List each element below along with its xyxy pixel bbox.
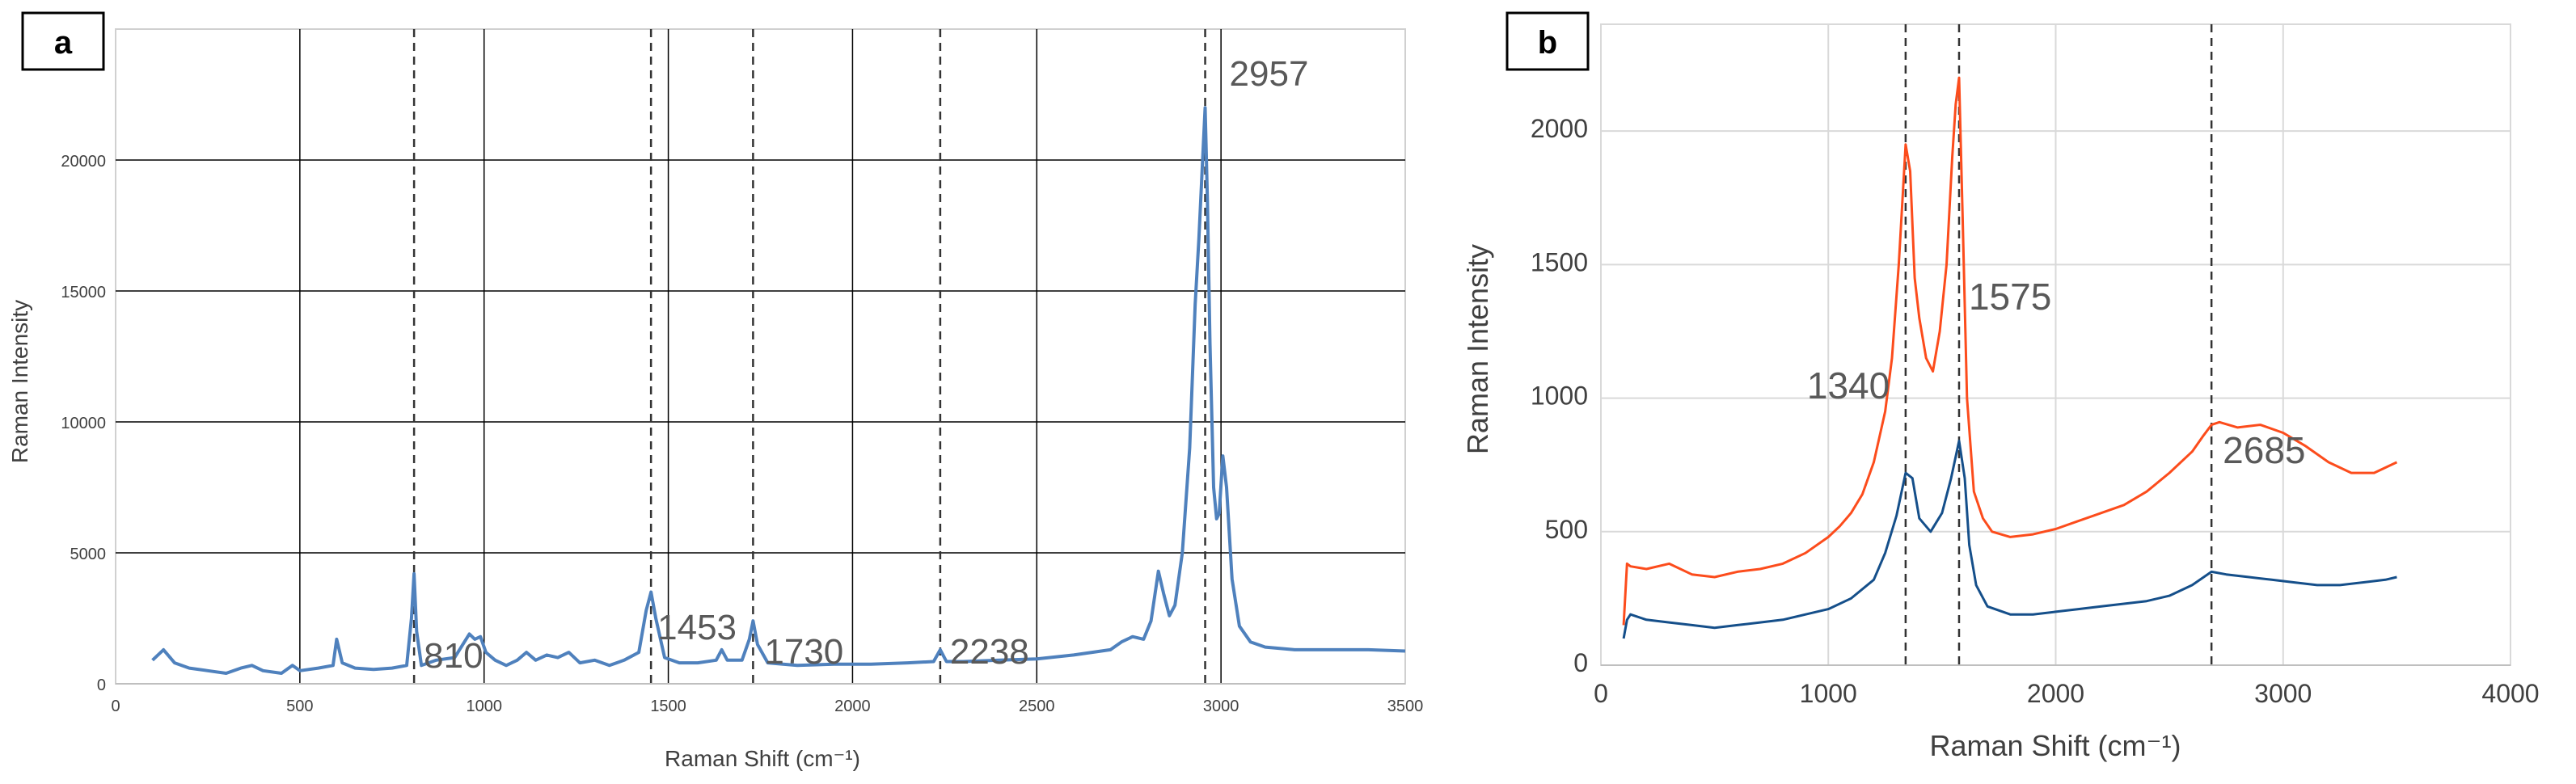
x-tick-label: 3500 (1387, 698, 1424, 715)
y-tick-label: 5000 (70, 546, 107, 563)
x-tick-label: 3000 (2254, 679, 2312, 708)
series-line (1622, 76, 2398, 626)
panel-a-tick-labels: 0 5000 10000 15000 20000 0 500 1000 1500 2000 2500… (61, 153, 1423, 715)
x-tick-label: 1500 (650, 698, 686, 715)
peak-annotation: 2238 (950, 632, 1029, 672)
peak-annotation: 1453 (657, 608, 737, 647)
panel-b-grid (1600, 23, 2511, 666)
x-tick-label: 1000 (1800, 679, 1857, 708)
series-line (151, 106, 1406, 675)
y-tick-label: 1500 (1531, 247, 1588, 276)
panel-a-peak-lines (412, 29, 1206, 684)
panel-a-label: a (54, 25, 73, 61)
peak-annotation: 2685 (2223, 429, 2305, 471)
x-tick-label: 2000 (2027, 679, 2084, 708)
x-tick-label: 4000 (2481, 679, 2539, 708)
x-tick-label: 0 (111, 698, 120, 715)
panel-a-label-box (21, 11, 105, 71)
panel-b-ylabel: Raman Intensity (1461, 244, 1494, 454)
panel-b-series (1622, 76, 2398, 639)
y-tick-label: 10000 (61, 415, 106, 432)
y-tick-label: 2000 (1531, 114, 1588, 143)
y-tick-label: 20000 (61, 153, 106, 171)
panel-b-annotations: 1340 1575 2685 (1807, 276, 2306, 471)
panel-a-series (151, 106, 1406, 675)
peak-annotation: 1575 (1969, 276, 2051, 318)
x-tick-label: 2000 (834, 698, 871, 715)
y-tick-label: 15000 (61, 284, 106, 301)
panel-b-peak-lines (1904, 24, 2213, 665)
panel-a-annotations: 810 1453 1730 2238 2957 (424, 54, 1308, 676)
panel-a: 0 5000 10000 15000 20000 0 500 1000 1500 2000 2500… (7, 11, 1423, 771)
peak-annotation: 1730 (764, 632, 843, 672)
panel-b: 0 500 1000 1500 2000 0 1000 2000 3000 4000 1340 15… (1461, 11, 2540, 762)
x-tick-label: 1000 (466, 698, 502, 715)
peak-annotation: 2957 (1230, 54, 1309, 94)
series-line (1622, 440, 2397, 639)
peak-annotation: 1340 (1807, 365, 1890, 407)
panel-a-ylabel: Raman Intensity (7, 300, 32, 463)
panel-b-label: b (1538, 25, 1557, 61)
x-tick-label: 0 (1594, 679, 1608, 708)
x-tick-label: 2500 (1019, 698, 1055, 715)
panel-b-xlabel: Raman Shift (cm⁻¹) (1929, 729, 2181, 762)
panel-b-tick-labels: 0 500 1000 1500 2000 0 1000 2000 3000 4000 (1531, 114, 2540, 708)
y-tick-label: 0 (1573, 648, 1588, 677)
y-tick-label: 1000 (1531, 381, 1588, 411)
y-tick-label: 500 (1545, 515, 1588, 544)
peak-annotation: 810 (424, 636, 483, 676)
panel-b-label-box (1505, 11, 1590, 71)
y-tick-label: 0 (97, 677, 106, 694)
x-tick-label: 500 (286, 698, 313, 715)
panel-a-xlabel: Raman Shift (cm⁻¹) (665, 746, 860, 771)
x-tick-label: 3000 (1203, 698, 1239, 715)
